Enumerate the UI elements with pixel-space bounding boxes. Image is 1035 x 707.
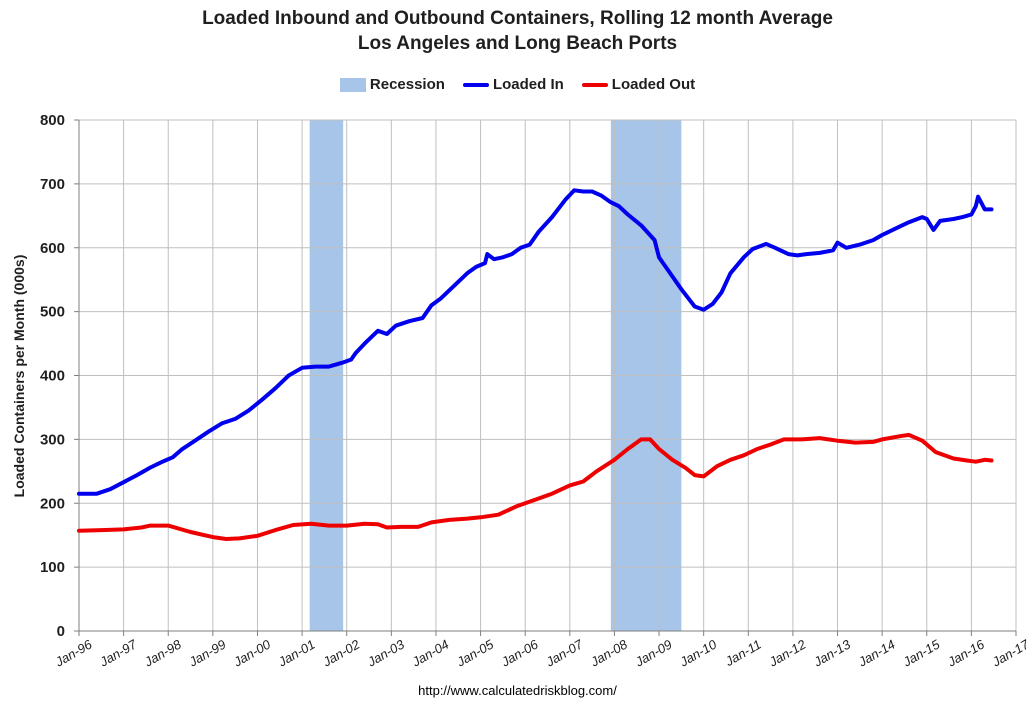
legend-item-loaded-out: Loaded Out bbox=[581, 76, 696, 93]
x-tick-label: Jan-15 bbox=[899, 636, 942, 670]
legend-item-loaded-in: Loaded In bbox=[462, 76, 564, 93]
legend-item-recession: Recession bbox=[339, 76, 445, 93]
x-tick-label: Jan-04 bbox=[409, 637, 452, 670]
y-axis-label: Loaded Containers per Month (000s) bbox=[11, 255, 27, 498]
legend-swatch-recession bbox=[339, 77, 366, 92]
x-tick-label: Jan-98 bbox=[141, 636, 184, 670]
y-tick-label: 200 bbox=[40, 495, 65, 512]
y-tick-label: 700 bbox=[40, 176, 65, 193]
chart-legend: Recession Loaded In Loaded Out bbox=[0, 76, 1035, 93]
y-tick-label: 0 bbox=[57, 623, 65, 640]
series-line-loaded-in bbox=[77, 188, 994, 496]
x-tick-label: Jan-12 bbox=[766, 636, 809, 670]
gridlines bbox=[78, 119, 1017, 632]
legend-label-loaded-in: Loaded In bbox=[492, 76, 564, 93]
x-tick-label: Jan-05 bbox=[453, 636, 496, 670]
x-tick-label: Jan-01 bbox=[275, 637, 318, 670]
x-tick-label: Jan-02 bbox=[319, 636, 362, 670]
x-tick-label: Jan-17 bbox=[989, 636, 1032, 670]
chart-title: Loaded Inbound and Outbound Containers, … bbox=[0, 6, 1035, 56]
x-tick-label: Jan-99 bbox=[186, 637, 229, 670]
x-tick-label: Jan-00 bbox=[230, 636, 273, 670]
y-tick-label: 800 bbox=[40, 112, 65, 129]
legend-label-loaded-out: Loaded Out bbox=[611, 76, 696, 93]
chart-title-line1: Loaded Inbound and Outbound Containers, … bbox=[202, 8, 833, 29]
x-tick-label: Jan-13 bbox=[810, 636, 853, 670]
x-tick-label: Jan-06 bbox=[498, 636, 541, 670]
y-tick-label: 600 bbox=[40, 240, 65, 257]
y-tick-label: 500 bbox=[40, 304, 65, 321]
y-tick-label: 100 bbox=[40, 559, 65, 576]
y-tick-label: 300 bbox=[40, 431, 65, 448]
x-tick-label: Jan-03 bbox=[364, 636, 407, 670]
x-tick-label: Jan-96 bbox=[52, 636, 95, 670]
x-tick-label: Jan-14 bbox=[855, 637, 898, 670]
chart-subtitle: Los Angeles and Long Beach Ports bbox=[357, 33, 678, 54]
legend-label-recession: Recession bbox=[369, 76, 445, 93]
x-tick-label: Jan-11 bbox=[722, 637, 764, 670]
x-tick-label: Jan-16 bbox=[944, 636, 987, 670]
x-tick-label: Jan-10 bbox=[676, 636, 719, 670]
x-tick-label: Jan-97 bbox=[96, 636, 139, 670]
legend-swatch-loaded-out bbox=[581, 82, 608, 87]
x-tick-label: Jan-07 bbox=[543, 636, 586, 670]
legend-swatch-loaded-in bbox=[462, 82, 489, 87]
x-tick-label: Jan-09 bbox=[632, 637, 675, 670]
source-url: http://www.calculatedriskblog.com/ bbox=[418, 683, 617, 698]
series-lines bbox=[77, 188, 994, 541]
y-tick-label: 400 bbox=[40, 368, 65, 385]
series-line-loaded-out bbox=[77, 432, 994, 541]
x-tick-label: Jan-08 bbox=[587, 636, 630, 670]
